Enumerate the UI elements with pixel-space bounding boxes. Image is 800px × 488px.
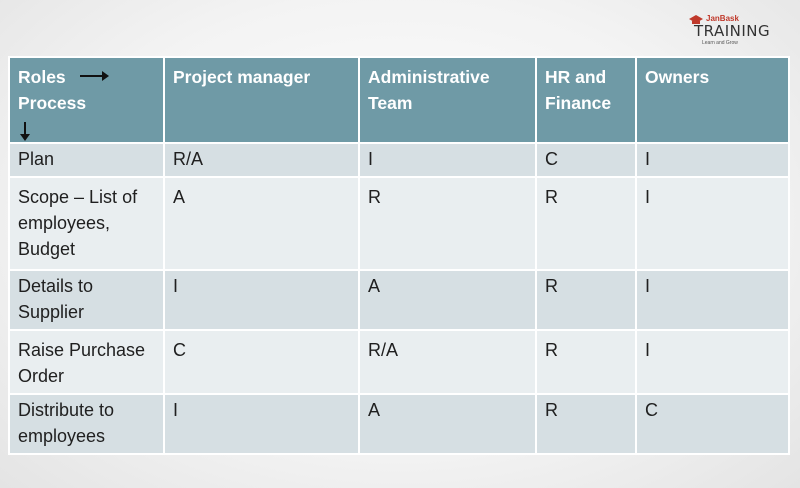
arrow-down-icon [20,122,30,141]
process-cell: Raise Purchase Order [8,329,165,395]
administrative-team-cell: A [358,393,537,455]
owners-cell: I [635,176,790,271]
table-row: Plan R/A I C I [8,142,790,178]
logo-tagline: Learn and Grow [702,40,738,46]
header-roles-label: Roles [18,67,66,87]
process-cell: Scope – List of employees, Budget [8,176,165,271]
header-hr-finance: HR and Finance [535,56,637,144]
project-manager-cell: A [163,176,360,271]
process-cell: Details to Supplier [8,269,165,331]
project-manager-cell: I [163,269,360,331]
logo-brand-small: JanBask [706,14,739,23]
header-process-label: Process [18,93,87,113]
hr-finance-cell: C [535,142,637,178]
header-project-manager: Project manager [163,56,360,144]
graduation-cap-icon [689,15,703,24]
process-cell: Distribute to employees [8,393,165,455]
owners-cell: C [635,393,790,455]
project-manager-cell: I [163,393,360,455]
table-row: Details to Supplier I A R I [8,269,790,331]
header-owners: Owners [635,56,790,144]
hr-finance-cell: R [535,393,637,455]
owners-cell: I [635,269,790,331]
table-row: Scope – List of employees, Budget A R R … [8,176,790,271]
arrow-right-icon [79,71,109,82]
table-header-row: Roles Process Project manager Administra… [8,56,790,144]
administrative-team-cell: R [358,176,537,271]
administrative-team-cell: A [358,269,537,331]
hr-finance-cell: R [535,329,637,395]
logo-brand-main: TRAINING [694,22,771,40]
janbask-training-logo: JanBask TRAINING Learn and Grow [688,14,778,48]
project-manager-cell: C [163,329,360,395]
administrative-team-cell: I [358,142,537,178]
project-manager-cell: R/A [163,142,360,178]
hr-finance-cell: R [535,176,637,271]
header-administrative-team: Administrative Team [358,56,537,144]
table-row: Distribute to employees I A R C [8,393,790,455]
raci-matrix-table: Roles Process Project manager Administra… [8,56,790,455]
hr-finance-cell: R [535,269,637,331]
header-roles-process: Roles Process [8,56,165,144]
owners-cell: I [635,142,790,178]
process-cell: Plan [8,142,165,178]
table-row: Raise Purchase Order C R/A R I [8,329,790,395]
owners-cell: I [635,329,790,395]
administrative-team-cell: R/A [358,329,537,395]
